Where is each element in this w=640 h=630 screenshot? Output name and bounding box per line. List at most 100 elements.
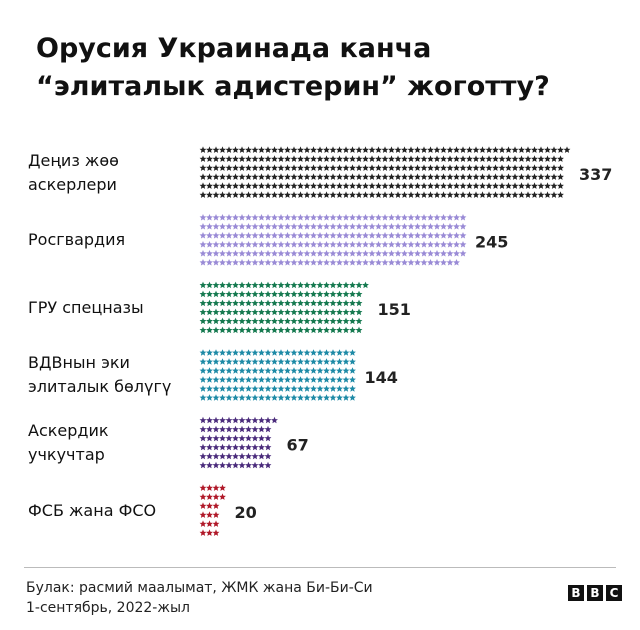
icon <box>297 281 304 289</box>
icon <box>381 191 389 198</box>
category-label: Деңиз жөө аскерлери <box>28 150 119 194</box>
icon <box>258 349 265 356</box>
icon <box>264 173 272 180</box>
icon <box>271 308 278 316</box>
icon <box>524 191 532 198</box>
icon <box>427 164 434 171</box>
icon <box>290 146 298 153</box>
icon <box>199 443 207 451</box>
icon <box>433 146 441 153</box>
icon <box>401 155 408 162</box>
icon <box>381 155 389 162</box>
icon <box>459 250 467 257</box>
icon <box>212 493 220 500</box>
icon <box>375 173 382 180</box>
icon <box>336 250 343 257</box>
icon <box>407 164 415 171</box>
icon <box>212 529 220 536</box>
icon <box>459 214 467 221</box>
icon <box>349 349 356 356</box>
icon <box>206 241 213 248</box>
icon <box>264 182 272 189</box>
icon <box>310 349 317 356</box>
icon <box>362 223 369 230</box>
category-label: Аскердик учкучтар <box>28 420 109 464</box>
icon <box>355 164 363 171</box>
icon <box>238 317 246 325</box>
icon <box>199 502 207 509</box>
icon <box>212 308 220 316</box>
icon <box>251 223 259 230</box>
icon <box>342 290 350 298</box>
icon <box>518 164 525 171</box>
icon <box>401 191 408 198</box>
icon <box>329 214 337 221</box>
icon <box>557 173 564 180</box>
icon <box>271 326 278 334</box>
icon <box>440 173 447 180</box>
icon <box>258 452 265 460</box>
icon <box>349 394 356 401</box>
icon <box>238 349 246 356</box>
icon <box>531 191 538 198</box>
icon <box>355 155 363 162</box>
icon <box>381 241 389 248</box>
icon <box>264 164 272 171</box>
icon <box>433 155 441 162</box>
icon <box>342 232 350 239</box>
icon <box>310 223 317 230</box>
icon <box>251 259 259 266</box>
icon <box>537 173 545 180</box>
icon <box>219 281 226 289</box>
icon <box>303 290 311 298</box>
icon <box>232 416 239 424</box>
icon <box>316 173 324 180</box>
icon <box>563 146 571 153</box>
icon <box>245 349 252 356</box>
icon <box>342 394 350 401</box>
icon <box>433 164 441 171</box>
icon <box>206 232 213 239</box>
icon <box>206 461 213 469</box>
icon <box>297 182 304 189</box>
value-label: 151 <box>378 300 411 319</box>
icon <box>258 146 265 153</box>
icon <box>362 241 369 248</box>
icon <box>199 223 207 230</box>
icon <box>251 385 259 392</box>
icon <box>199 281 207 289</box>
icon <box>219 326 226 334</box>
icon <box>544 191 551 198</box>
icon <box>492 182 499 189</box>
icon <box>498 146 506 153</box>
icon <box>336 349 343 356</box>
icon <box>245 191 252 198</box>
icon <box>368 173 376 180</box>
icon <box>251 250 259 257</box>
icon <box>219 191 226 198</box>
icon <box>258 250 265 257</box>
icon <box>557 164 564 171</box>
icon <box>329 223 337 230</box>
icon <box>303 317 311 325</box>
icon <box>316 385 324 392</box>
icon <box>329 155 337 162</box>
icon <box>238 376 246 383</box>
icon <box>264 367 272 374</box>
icon <box>199 299 207 307</box>
icon <box>310 250 317 257</box>
icon <box>375 241 382 248</box>
icon <box>219 308 226 316</box>
icon <box>310 214 317 221</box>
icon <box>219 173 226 180</box>
icon <box>277 299 285 307</box>
icon <box>232 358 239 365</box>
icon <box>225 191 233 198</box>
icon <box>251 326 259 334</box>
icon <box>238 290 246 298</box>
icon <box>245 214 252 221</box>
icon <box>531 164 538 171</box>
icon <box>310 281 317 289</box>
icon <box>336 182 343 189</box>
source: Булак: расмий маалымат, ЖМК жана Би-Би-С… <box>26 580 373 616</box>
